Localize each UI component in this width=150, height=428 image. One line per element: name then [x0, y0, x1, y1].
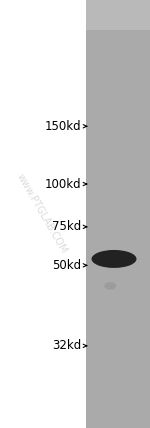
- Text: 32kd: 32kd: [52, 339, 81, 352]
- Ellipse shape: [92, 250, 136, 268]
- Text: 150kd: 150kd: [44, 120, 81, 133]
- Text: 50kd: 50kd: [52, 259, 81, 272]
- Text: www.PTGLAB.COM: www.PTGLAB.COM: [15, 172, 69, 256]
- Bar: [86, 0, 150, 30]
- Text: 75kd: 75kd: [52, 220, 81, 233]
- Bar: [86, 0, 150, 428]
- Text: 100kd: 100kd: [44, 178, 81, 190]
- Ellipse shape: [104, 282, 116, 290]
